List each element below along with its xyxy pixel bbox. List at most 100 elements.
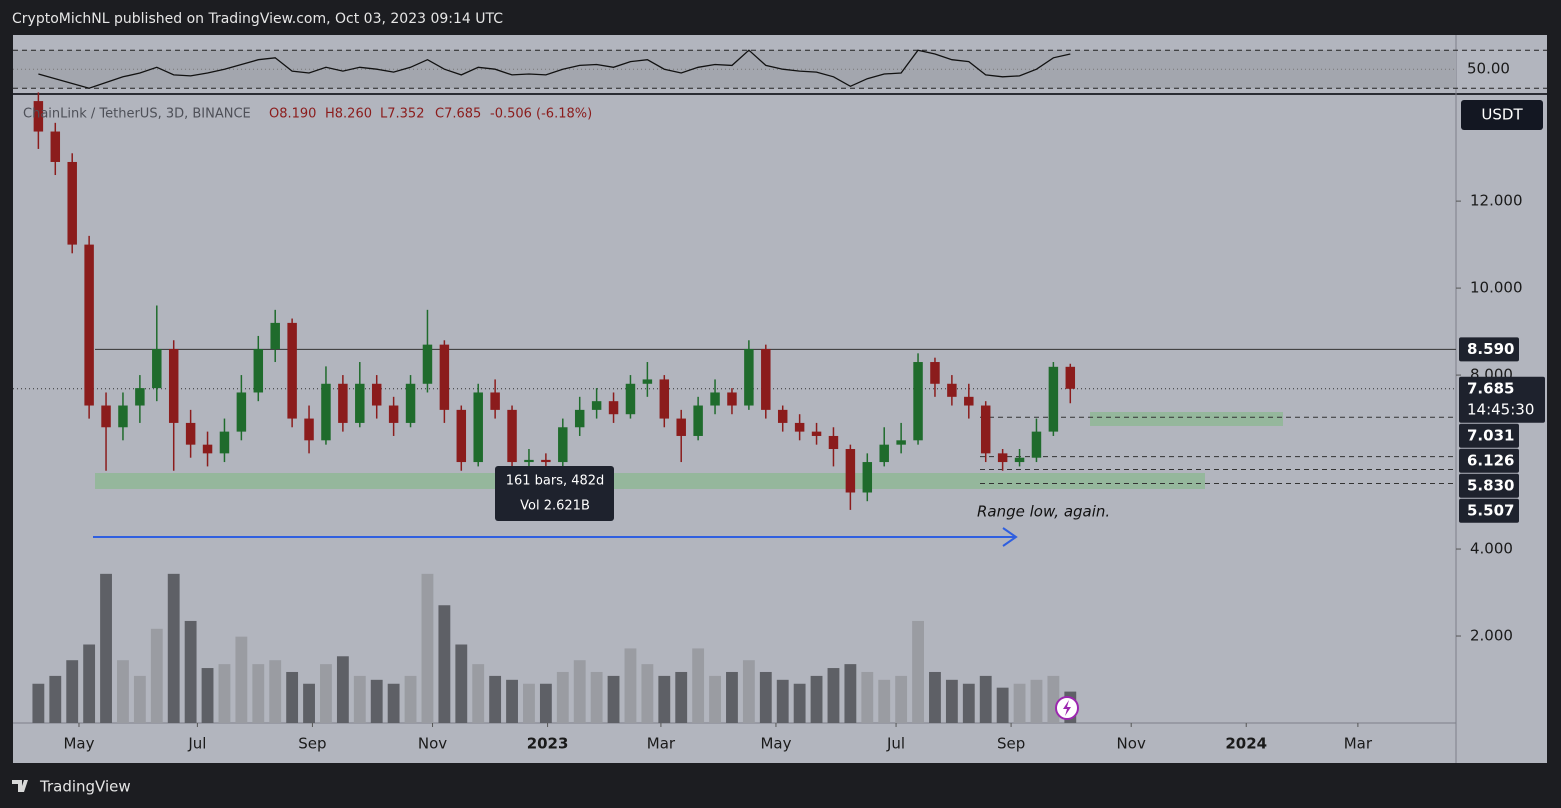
volume-bar bbox=[827, 668, 840, 723]
candle-body bbox=[727, 392, 737, 406]
candle-body bbox=[507, 409, 517, 463]
candle-body bbox=[101, 405, 111, 428]
x-tick-label: May bbox=[760, 735, 791, 753]
rsi-tick-label: 50.00 bbox=[1467, 60, 1510, 78]
rsi-line bbox=[38, 49, 1071, 89]
volume-bar bbox=[895, 675, 908, 723]
x-tick-label: Jul bbox=[886, 735, 905, 753]
volume-bar bbox=[573, 660, 586, 723]
volume-bar bbox=[539, 683, 552, 723]
volume-bar bbox=[658, 675, 671, 723]
candle-body bbox=[625, 383, 636, 415]
y-tick-label: 12.000 bbox=[1470, 192, 1523, 210]
candle-body bbox=[202, 444, 213, 454]
legend-low: L7.352 bbox=[380, 107, 424, 122]
volume-bar bbox=[49, 675, 62, 723]
annotation: Range low, again. bbox=[977, 503, 1110, 521]
candle-body bbox=[574, 409, 585, 428]
volume-bar bbox=[776, 679, 789, 723]
header: CryptoMichNL published on TradingView.co… bbox=[12, 11, 503, 27]
candle-body bbox=[490, 392, 500, 410]
x-tick-label: Jul bbox=[187, 735, 206, 753]
price-lines bbox=[13, 348, 1456, 484]
volume-bar bbox=[455, 644, 468, 723]
x-tick-label: 2024 bbox=[1225, 735, 1267, 753]
volume-bar bbox=[472, 664, 485, 723]
candle-body bbox=[794, 422, 805, 432]
candle-body bbox=[1065, 366, 1076, 389]
candle-body bbox=[558, 427, 568, 463]
target-zone bbox=[1090, 412, 1283, 426]
volume-bar bbox=[1013, 683, 1026, 723]
candle-body bbox=[828, 435, 839, 450]
candle-body bbox=[541, 459, 551, 463]
candle-body bbox=[947, 383, 957, 397]
x-tick-label: Nov bbox=[418, 735, 447, 753]
tooltip-box bbox=[495, 466, 614, 521]
candle-body bbox=[693, 405, 703, 436]
volume-bar bbox=[184, 620, 197, 723]
candle-body bbox=[287, 322, 297, 419]
volume-bar bbox=[286, 671, 299, 723]
volume-bar bbox=[624, 648, 637, 723]
candle-body bbox=[270, 322, 280, 349]
x-tick-label: 2023 bbox=[527, 735, 569, 753]
candle-body bbox=[1014, 457, 1025, 463]
candle-body bbox=[980, 405, 991, 454]
volume-bar bbox=[523, 683, 535, 723]
volume-bar bbox=[556, 671, 569, 723]
volume-bar bbox=[878, 679, 891, 723]
volume-bar bbox=[590, 671, 603, 723]
candle-body bbox=[338, 383, 348, 423]
x-tick-label: Mar bbox=[647, 735, 676, 753]
price-label: 7.685 bbox=[1467, 379, 1514, 397]
candle-body bbox=[761, 348, 771, 410]
price-label-box bbox=[1459, 376, 1545, 423]
x-tick-label: Mar bbox=[1344, 735, 1373, 753]
candle-body bbox=[168, 348, 179, 423]
candle-body bbox=[253, 348, 264, 393]
volume-bar bbox=[641, 664, 654, 723]
footer: TradingView bbox=[12, 778, 131, 796]
rsi: 50.00 bbox=[13, 49, 1547, 89]
volume-bar bbox=[1047, 675, 1060, 723]
logo bbox=[12, 780, 28, 792]
spark-icon[interactable] bbox=[1055, 696, 1079, 720]
candle-body bbox=[591, 401, 602, 410]
legend: ChainLink / TetherUS, 3D, BINANCE O8.190… bbox=[23, 107, 592, 122]
volume-bar bbox=[962, 683, 975, 723]
volume-bar bbox=[810, 675, 823, 723]
candle-body bbox=[524, 459, 534, 463]
candle-body bbox=[930, 362, 940, 384]
volume-bar bbox=[353, 675, 366, 723]
tooltip-bars: 161 bars, 482d bbox=[506, 474, 605, 489]
candle-body bbox=[913, 362, 923, 441]
volume-bar bbox=[844, 664, 857, 723]
volume-bar bbox=[133, 675, 146, 723]
price-label: 8.590 bbox=[1467, 340, 1514, 358]
volume-bar bbox=[675, 671, 688, 723]
volume-bar bbox=[861, 671, 874, 723]
currency-box[interactable] bbox=[1461, 100, 1543, 130]
volume-bar bbox=[336, 656, 349, 723]
candle-body bbox=[845, 449, 856, 493]
volume-bar bbox=[218, 664, 231, 723]
candle-body bbox=[118, 405, 128, 428]
currency[interactable]: USDT bbox=[1481, 106, 1523, 124]
price-label-box bbox=[1459, 448, 1519, 473]
candle-body bbox=[1031, 431, 1042, 458]
tooltip: 161 bars, 482d Vol 2.621B bbox=[495, 466, 614, 521]
volume-bar bbox=[235, 636, 248, 723]
x-tick-label: Nov bbox=[1117, 735, 1146, 753]
arrow bbox=[93, 527, 1018, 547]
price-label-box bbox=[1459, 498, 1519, 523]
candle-body bbox=[152, 348, 162, 389]
candle-body bbox=[676, 418, 686, 436]
candle-body bbox=[964, 396, 974, 406]
volume-bar bbox=[387, 683, 400, 723]
icon-bolt[interactable] bbox=[1063, 700, 1071, 716]
volume-bar bbox=[929, 671, 941, 723]
candle-body bbox=[371, 383, 382, 406]
candle-body bbox=[456, 409, 467, 463]
countdown: 14:45:30 bbox=[1467, 400, 1534, 418]
